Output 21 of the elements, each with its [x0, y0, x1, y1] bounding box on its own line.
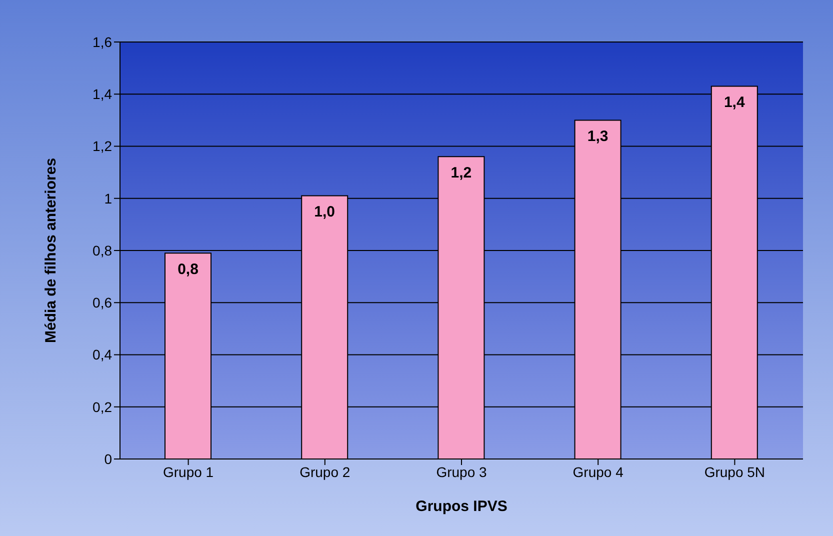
x-tick-label: Grupo 5N [704, 464, 766, 480]
data-label: 1,2 [450, 164, 472, 182]
x-tick-label: Grupo 4 [572, 464, 624, 480]
y-tick-label: 1,4 [92, 86, 112, 102]
data-label: 1,4 [724, 94, 746, 111]
x-axis-title: Grupos IPVS [416, 498, 508, 515]
y-tick-label: 1,2 [92, 138, 112, 154]
x-tick-label: Grupo 2 [300, 464, 350, 480]
y-tick-label: 1 [104, 190, 112, 206]
data-label: 1,0 [314, 203, 336, 220]
y-axis-title: Média de filhos anteriores [42, 158, 60, 344]
data-label: 1,3 [587, 128, 608, 145]
y-tick-label: 1,6 [92, 34, 112, 50]
y-tick-label: 0 [104, 450, 112, 467]
y-tick-label: 0,6 [92, 294, 112, 311]
x-tick-label: Grupo 3 [436, 464, 488, 480]
y-tick-label: 0,4 [92, 346, 112, 363]
y-tick-label: 0,8 [92, 242, 112, 258]
y-tick-label: 0,2 [92, 398, 112, 415]
data-label: 0,8 [178, 260, 198, 278]
x-tick-label: Grupo 1 [163, 464, 214, 480]
